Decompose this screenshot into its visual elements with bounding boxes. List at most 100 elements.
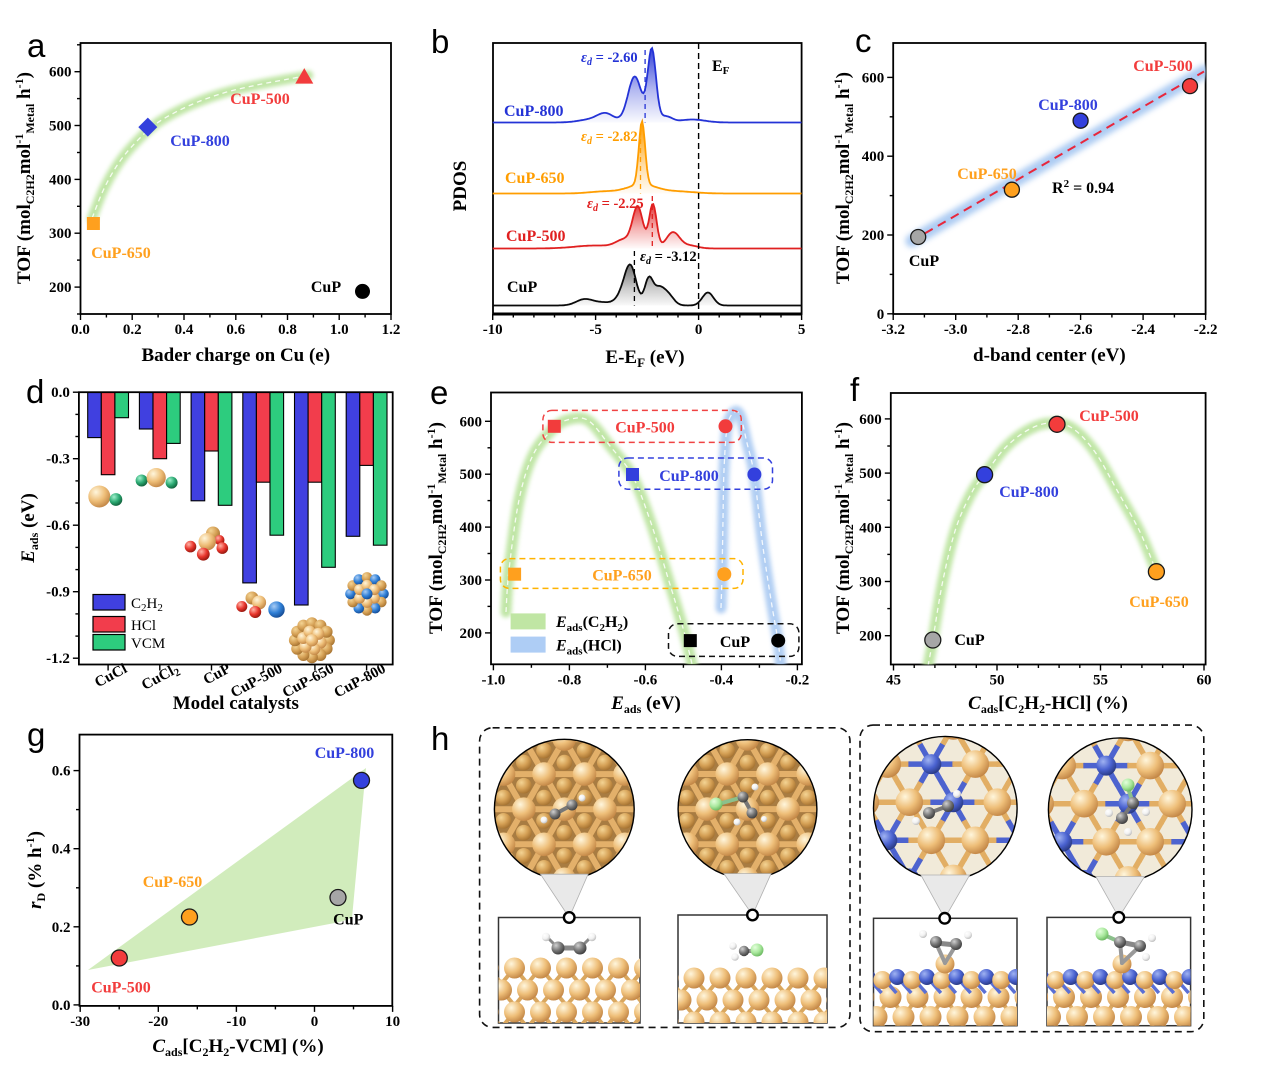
svg-text:c: c <box>855 22 872 59</box>
svg-text:CuP-650: CuP-650 <box>505 170 565 187</box>
svg-text:CuP-800: CuP-800 <box>315 745 375 762</box>
svg-text:400: 400 <box>862 149 885 165</box>
svg-text:E-EF (eV): E-EF (eV) <box>605 347 684 370</box>
svg-text:300: 300 <box>460 573 483 589</box>
svg-text:-0.6: -0.6 <box>634 672 658 688</box>
svg-text:CuP: CuP <box>333 912 363 929</box>
svg-text:0: 0 <box>695 322 703 338</box>
svg-text:CuP-500: CuP-500 <box>615 420 675 437</box>
svg-text:400: 400 <box>859 520 882 536</box>
svg-text:0.6: 0.6 <box>52 764 71 780</box>
svg-text:-2.8: -2.8 <box>1006 322 1030 338</box>
svg-text:Eads (eV): Eads (eV) <box>610 693 681 716</box>
svg-text:b: b <box>431 23 449 60</box>
svg-text:VCM: VCM <box>131 636 165 652</box>
svg-text:-0.8: -0.8 <box>558 672 582 688</box>
svg-text:300: 300 <box>859 575 882 591</box>
svg-text:200: 200 <box>862 228 885 244</box>
svg-text:CuP-800: CuP-800 <box>504 103 564 120</box>
svg-text:1.0: 1.0 <box>330 322 349 338</box>
svg-text:g: g <box>27 716 45 753</box>
svg-text:CuP-800: CuP-800 <box>170 133 230 150</box>
svg-text:CuP-800: CuP-800 <box>1038 97 1098 114</box>
svg-text:600: 600 <box>49 65 72 81</box>
svg-text:-2.6: -2.6 <box>1069 322 1093 338</box>
svg-text:CuP-650: CuP-650 <box>143 874 203 891</box>
svg-text:0.8: 0.8 <box>278 322 297 338</box>
svg-text:0.2: 0.2 <box>123 322 142 338</box>
svg-text:CuP-800: CuP-800 <box>999 484 1059 501</box>
svg-text:CuP: CuP <box>507 279 537 296</box>
svg-text:200: 200 <box>460 626 483 642</box>
svg-text:f: f <box>850 371 860 408</box>
svg-text:-3.2: -3.2 <box>881 322 905 338</box>
svg-text:10: 10 <box>385 1014 400 1030</box>
svg-text:-0.4: -0.4 <box>710 672 734 688</box>
svg-text:-10: -10 <box>483 322 503 338</box>
svg-text:CuP: CuP <box>311 279 341 296</box>
svg-text:-1.0: -1.0 <box>482 672 506 688</box>
svg-text:Cads[C2H2-HCl] (%): Cads[C2H2-HCl] (%) <box>968 693 1128 716</box>
svg-text:d-band center (eV): d-band center (eV) <box>973 345 1126 366</box>
svg-text:εd = -3.12: εd = -3.12 <box>640 249 697 267</box>
svg-text:0.6: 0.6 <box>226 322 245 338</box>
svg-text:0.0: 0.0 <box>71 322 90 338</box>
svg-text:CuP: CuP <box>720 634 750 651</box>
svg-text:0.2: 0.2 <box>52 920 71 936</box>
svg-text:-0.9: -0.9 <box>46 585 70 601</box>
svg-text:0: 0 <box>311 1014 319 1030</box>
svg-text:200: 200 <box>859 629 882 645</box>
svg-text:600: 600 <box>862 70 885 86</box>
svg-text:h: h <box>431 720 449 757</box>
svg-text:-5: -5 <box>589 322 602 338</box>
svg-text:d: d <box>26 373 44 410</box>
svg-text:-0.2: -0.2 <box>786 672 810 688</box>
svg-text:45: 45 <box>886 673 901 689</box>
svg-text:500: 500 <box>859 466 882 482</box>
svg-text:-2.4: -2.4 <box>1131 322 1155 338</box>
svg-text:60: 60 <box>1197 673 1212 689</box>
svg-text:-2.2: -2.2 <box>1194 322 1218 338</box>
svg-text:-30: -30 <box>70 1014 90 1030</box>
svg-text:-1.2: -1.2 <box>46 651 70 667</box>
svg-text:CuP-500: CuP-500 <box>230 91 290 108</box>
svg-text:300: 300 <box>49 226 72 242</box>
svg-text:0.0: 0.0 <box>52 998 71 1014</box>
svg-text:0.0: 0.0 <box>51 385 70 401</box>
svg-text:-0.6: -0.6 <box>46 518 70 534</box>
svg-text:HCl: HCl <box>131 618 156 634</box>
svg-text:Model catalysts: Model catalysts <box>173 693 299 714</box>
svg-text:600: 600 <box>859 412 882 428</box>
svg-text:C2H2: C2H2 <box>131 596 163 614</box>
svg-text:e: e <box>430 374 448 411</box>
svg-text:εd = -2.25: εd = -2.25 <box>587 196 644 214</box>
svg-text:PDOS: PDOS <box>450 161 471 212</box>
svg-text:1.2: 1.2 <box>382 322 401 338</box>
svg-text:-10: -10 <box>226 1014 246 1030</box>
svg-text:CuP-650: CuP-650 <box>1129 594 1189 611</box>
svg-text:55: 55 <box>1093 673 1108 689</box>
svg-text:CuP-500: CuP-500 <box>506 228 566 245</box>
svg-text:a: a <box>27 27 46 64</box>
svg-text:εd = -2.60: εd = -2.60 <box>581 50 638 68</box>
svg-text:5: 5 <box>798 322 806 338</box>
svg-text:CuP-650: CuP-650 <box>957 166 1017 183</box>
svg-text:0.4: 0.4 <box>52 842 71 858</box>
svg-text:CuP-650: CuP-650 <box>91 245 151 262</box>
svg-text:CuP: CuP <box>909 253 939 270</box>
svg-text:Eads (eV): Eads (eV) <box>18 493 41 564</box>
svg-text:0.4: 0.4 <box>175 322 194 338</box>
svg-text:CuP-500: CuP-500 <box>91 980 151 997</box>
svg-text:CuP: CuP <box>954 632 984 649</box>
svg-text:-20: -20 <box>148 1014 168 1030</box>
svg-text:500: 500 <box>460 467 483 483</box>
svg-text:Bader charge on Cu (e): Bader charge on Cu (e) <box>142 345 331 366</box>
svg-text:-0.3: -0.3 <box>46 452 70 468</box>
svg-text:500: 500 <box>49 119 72 135</box>
svg-text:CuP-800: CuP-800 <box>659 468 719 485</box>
svg-text:-3.0: -3.0 <box>944 322 968 338</box>
svg-text:0: 0 <box>877 307 885 323</box>
svg-text:400: 400 <box>49 172 72 188</box>
svg-text:CuP-500: CuP-500 <box>1133 58 1193 75</box>
svg-text:600: 600 <box>460 414 483 430</box>
